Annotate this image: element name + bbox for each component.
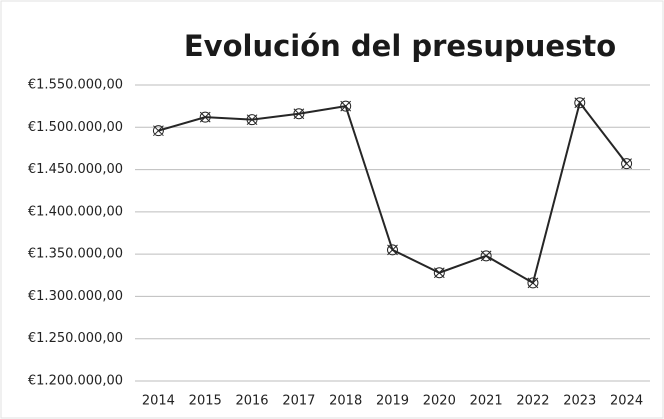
data-marker [152,125,164,137]
data-marker [387,244,399,256]
data-marker [527,277,539,289]
y-tick-label: €1.350.000,00 [28,247,123,262]
x-tick-label: 2016 [235,394,268,409]
x-tick-label: 2020 [423,394,456,409]
data-marker [340,100,352,112]
y-tick-label: €1.500.000,00 [28,120,123,135]
y-tick-label: €1.550.000,00 [28,78,123,93]
x-tick-label: 2023 [563,394,596,409]
x-tick-label: 2017 [282,394,315,409]
data-marker [246,114,258,126]
x-tick-label: 2014 [142,394,175,409]
data-marker [480,250,492,262]
y-tick-label: €1.250.000,00 [28,331,123,346]
y-tick-label: €1.200.000,00 [28,374,123,389]
x-tick-label: 2024 [610,394,643,409]
x-tick-label: 2015 [189,394,222,409]
data-marker [293,108,305,120]
data-marker [621,158,633,170]
y-tick-label: €1.300.000,00 [28,289,123,304]
y-tick-label: €1.450.000,00 [28,162,123,177]
data-marker [199,111,211,123]
x-tick-label: 2019 [376,394,409,409]
x-tick-label: 2018 [329,394,362,409]
data-marker [574,97,586,109]
x-tick-label: 2021 [470,394,503,409]
x-tick-label: 2022 [516,394,549,409]
data-marker [433,267,445,279]
chart-title: Evolución del presupuesto [184,29,616,63]
y-tick-label: €1.400.000,00 [28,204,123,219]
